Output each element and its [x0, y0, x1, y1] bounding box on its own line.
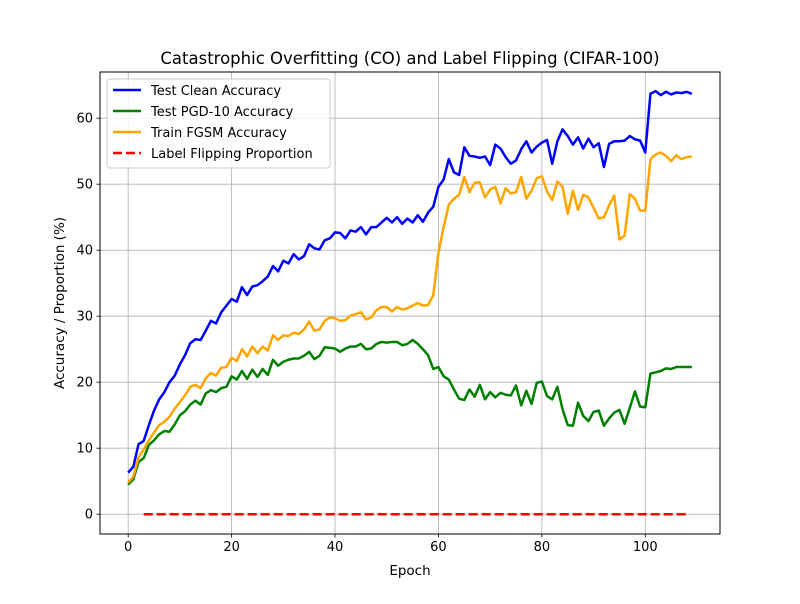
- legend-label: Test PGD-10 Accuracy: [150, 105, 294, 120]
- y-tick-label: 30: [76, 310, 93, 325]
- x-tick-label: 80: [534, 540, 551, 555]
- legend-label: Test Clean Accuracy: [150, 84, 281, 99]
- legend-items: Test Clean Accuracy Test PGD-10 Accuracy T…: [113, 84, 313, 162]
- series-lines: [127, 89, 693, 516]
- y-tick-label: 10: [76, 442, 93, 457]
- x-tick-label: 60: [430, 540, 447, 555]
- x-tick-label: 20: [223, 540, 240, 555]
- plot-frame: [99, 71, 721, 535]
- series-line-2: [127, 151, 692, 484]
- x-tick-label: 0: [124, 540, 132, 555]
- legend-box: [106, 78, 331, 169]
- x-axis-label: Epoch: [389, 563, 430, 579]
- y-tick-label: 40: [76, 244, 93, 259]
- y-tick-label: 20: [76, 376, 93, 391]
- x-tick-label: 40: [327, 540, 344, 555]
- y-tick-label: 50: [76, 178, 93, 193]
- y-axis-label: Accuracy / Proportion (%): [52, 217, 68, 389]
- legend-label: Label Flipping Proportion: [151, 147, 313, 162]
- axis-ticks: 0 20 40 60 80 100 0 10 20 30 40 50 60: [76, 112, 657, 555]
- legend: Test Clean Accuracy Test PGD-10 Accuracy T…: [106, 78, 331, 169]
- series-line-0: [127, 89, 693, 474]
- legend-label: Train FGSM Accuracy: [150, 126, 287, 141]
- chart-title: Catastrophic Overfitting (CO) and Label …: [160, 49, 659, 68]
- y-tick-label: 0: [85, 508, 93, 523]
- x-tick-label: 100: [633, 540, 658, 555]
- series-line-1: [127, 338, 692, 486]
- y-tick-label: 60: [76, 112, 93, 127]
